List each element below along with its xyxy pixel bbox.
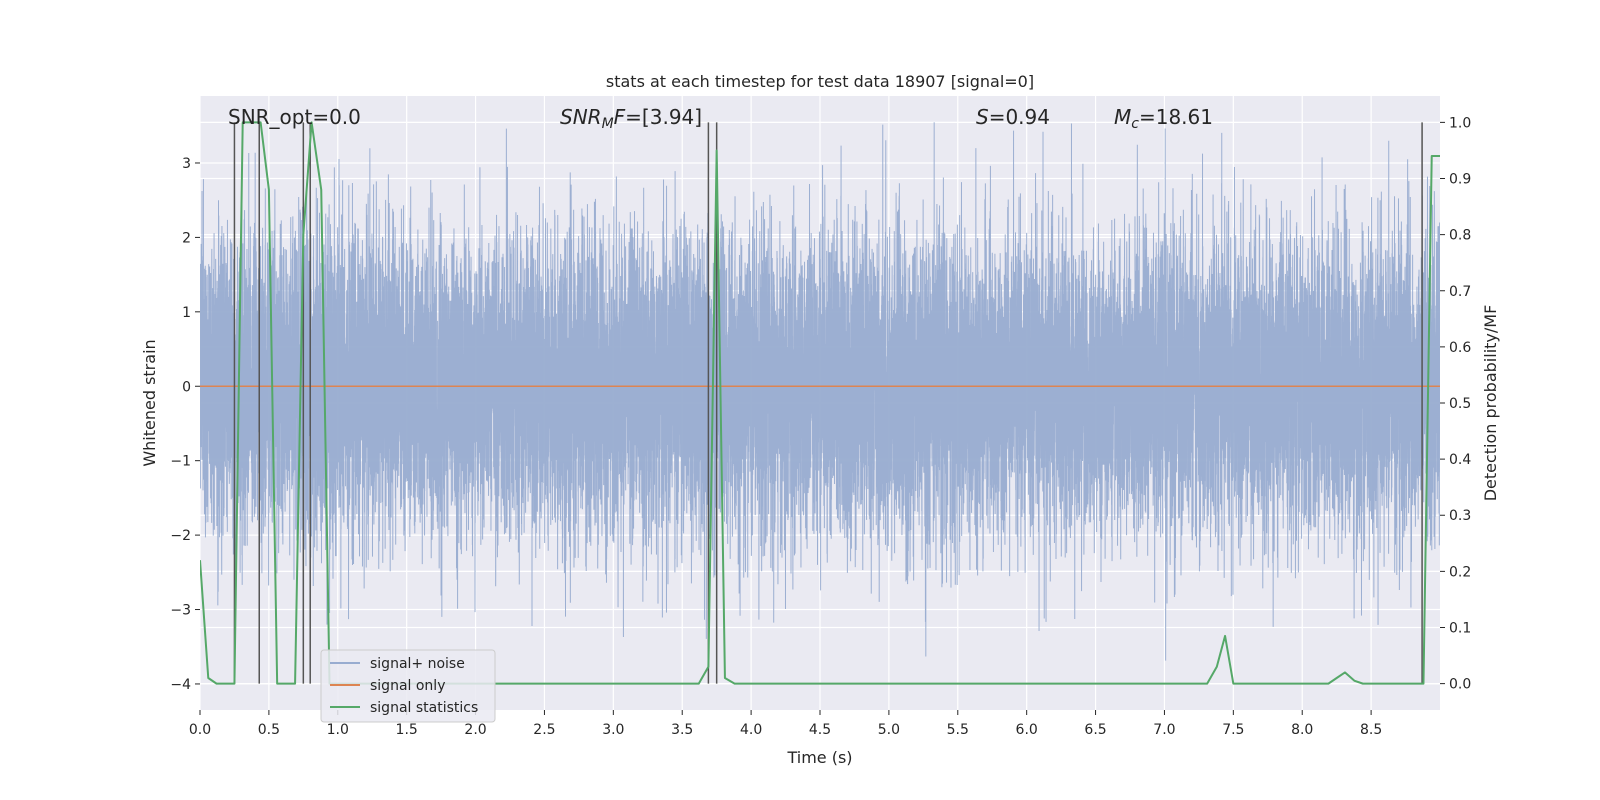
snr-mf-symbol: SNR <box>560 105 602 129</box>
s-symbol: S <box>976 105 989 129</box>
annotation-s: S=0.94 <box>976 105 1050 129</box>
legend-label-noise: signal+ noise <box>370 656 465 672</box>
x-tick-label: 8.0 <box>1291 722 1313 738</box>
y2-tick-label: 0.2 <box>1449 564 1471 580</box>
x-tick-label: 7.0 <box>1153 722 1175 738</box>
annotation-mc: Mc=18.61 <box>1114 105 1213 132</box>
x-tick-label: 6.5 <box>1084 722 1106 738</box>
x-tick-label: 5.0 <box>878 722 900 738</box>
y2-tick-label: 0.1 <box>1449 620 1471 636</box>
y-tick-label: 3 <box>182 156 191 172</box>
x-tick-label: 0.0 <box>189 722 211 738</box>
x-ticks: 0.0 0.5 1.0 1.5 2.0 2.5 3.0 3.5 4.0 4.5 5.0 5.5 6.0 6… <box>189 710 1382 738</box>
x-tick-label: 2.0 <box>464 722 486 738</box>
y2-tick-label: 0.5 <box>1449 396 1471 412</box>
y-tick-label: 1 <box>182 305 191 321</box>
y2-tick-label: 0.9 <box>1449 172 1471 188</box>
snr-mf-subscript: M <box>602 116 614 132</box>
y2-tick-label: 0.3 <box>1449 508 1471 524</box>
x-tick-label: 0.5 <box>258 722 280 738</box>
mc-symbol: M <box>1114 105 1131 129</box>
y2-tick-label: 0.8 <box>1449 228 1471 244</box>
legend-box <box>320 649 496 723</box>
y2-tick-label: 0.6 <box>1449 340 1471 356</box>
s-value: =0.94 <box>989 105 1050 129</box>
noise-line <box>200 122 1440 661</box>
x-tick-label: 6.0 <box>1016 722 1038 738</box>
x-tick-label: 4.0 <box>740 722 762 738</box>
x-tick-label: 1.5 <box>396 722 418 738</box>
stats-line <box>200 121 1440 685</box>
stats-series <box>200 121 1440 685</box>
mc-subscript: c <box>1131 116 1139 132</box>
vertical-markers <box>233 122 1423 684</box>
y2-tick-label: 1.0 <box>1449 115 1471 131</box>
x-tick-label: 1.0 <box>327 722 349 738</box>
legend-label-signal: signal only <box>370 678 445 694</box>
x-tick-label: 5.5 <box>947 722 969 738</box>
y-tick-label: −2 <box>170 528 191 544</box>
snr-mf-suffix: F <box>614 105 626 129</box>
y2-ticks: 1.0 0.9 0.8 0.7 0.6 0.5 0.4 0.3 0.2 0.1 0.0 <box>1440 115 1471 693</box>
y2-tick-label: 0.4 <box>1449 452 1471 468</box>
y-axis-title: Whitened strain <box>140 339 159 466</box>
y-ticks: 3 2 1 0 −1 −2 −3 −4 <box>170 156 200 693</box>
snr-mf-value: =[3.94] <box>625 105 702 129</box>
chart-title: stats at each timestep for test data 189… <box>606 72 1034 91</box>
x-tick-label: 3.5 <box>671 722 693 738</box>
x-tick-label: 2.5 <box>533 722 555 738</box>
y2-tick-label: 0.0 <box>1449 677 1471 693</box>
y-tick-label: −4 <box>170 677 191 693</box>
mc-value: =18.61 <box>1139 105 1213 129</box>
y2-tick-label: 0.7 <box>1449 284 1471 300</box>
y2-axis-title: Detection probability/MF <box>1481 305 1500 502</box>
x-tick-label: 3.0 <box>602 722 624 738</box>
y-tick-label: 2 <box>182 230 191 246</box>
annotation-snr-opt: SNR_opt=0.0 <box>228 105 361 129</box>
legend-label-stats: signal statistics <box>370 700 478 716</box>
x-tick-label: 4.5 <box>809 722 831 738</box>
y-tick-label: −1 <box>170 454 191 470</box>
noise-series <box>200 122 1440 661</box>
x-axis-title: Time (s) <box>786 748 852 767</box>
annotation-snr-mf: SNRMF=[3.94] <box>560 105 702 132</box>
y-tick-label: −3 <box>170 603 191 619</box>
legend: signal+ noise signal only signal statist… <box>320 649 496 723</box>
x-tick-label: 8.5 <box>1360 722 1382 738</box>
x-tick-label: 7.5 <box>1222 722 1244 738</box>
y-tick-label: 0 <box>182 379 191 395</box>
